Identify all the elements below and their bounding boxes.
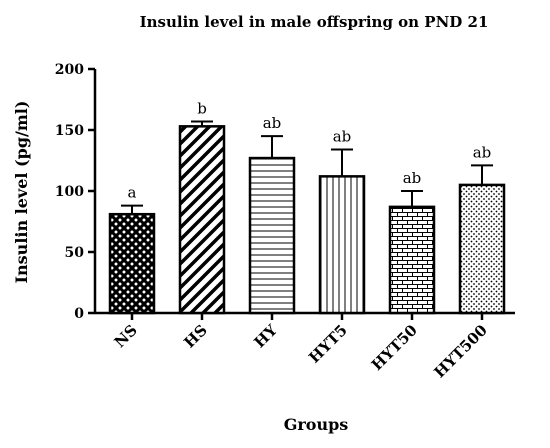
y-axis-label: Insulin level (pg/ml): [12, 101, 31, 284]
bar-ns: [108, 212, 156, 315]
x-tick-label: HS: [180, 321, 210, 351]
y-tick-label: 150: [55, 123, 84, 139]
significance-label: ab: [473, 143, 492, 161]
chart-title: Insulin level in male offspring on PND 2…: [140, 13, 489, 31]
x-axis: NS HS HY HYT5 HYT50 HYT500: [94, 311, 515, 381]
x-tick-label: HYT5: [305, 321, 351, 367]
significance-label: b: [197, 99, 207, 117]
bar-hyt5: [318, 175, 366, 315]
y-tick-label: 0: [74, 306, 84, 322]
x-tick-label: NS: [111, 321, 141, 351]
bar-hyt50: [388, 205, 436, 315]
y-tick-label: 50: [65, 245, 85, 261]
bar-hyt500: [458, 183, 506, 315]
x-axis-label: Groups: [284, 415, 349, 434]
significance-label: ab: [263, 114, 282, 132]
y-tick-label: 100: [55, 184, 84, 200]
significance-label: ab: [333, 128, 352, 146]
y-axis: 0 50 100 150 200: [55, 62, 97, 322]
x-tick-label: HYT50: [368, 321, 421, 374]
significance-label: a: [128, 184, 137, 202]
x-tick-label: HYT500: [430, 321, 490, 381]
bar-hy: [248, 156, 296, 315]
x-tick-label: HY: [251, 321, 282, 352]
y-tick-label: 200: [55, 62, 84, 78]
significance-label: ab: [403, 169, 422, 187]
bar-hs: [178, 125, 226, 315]
